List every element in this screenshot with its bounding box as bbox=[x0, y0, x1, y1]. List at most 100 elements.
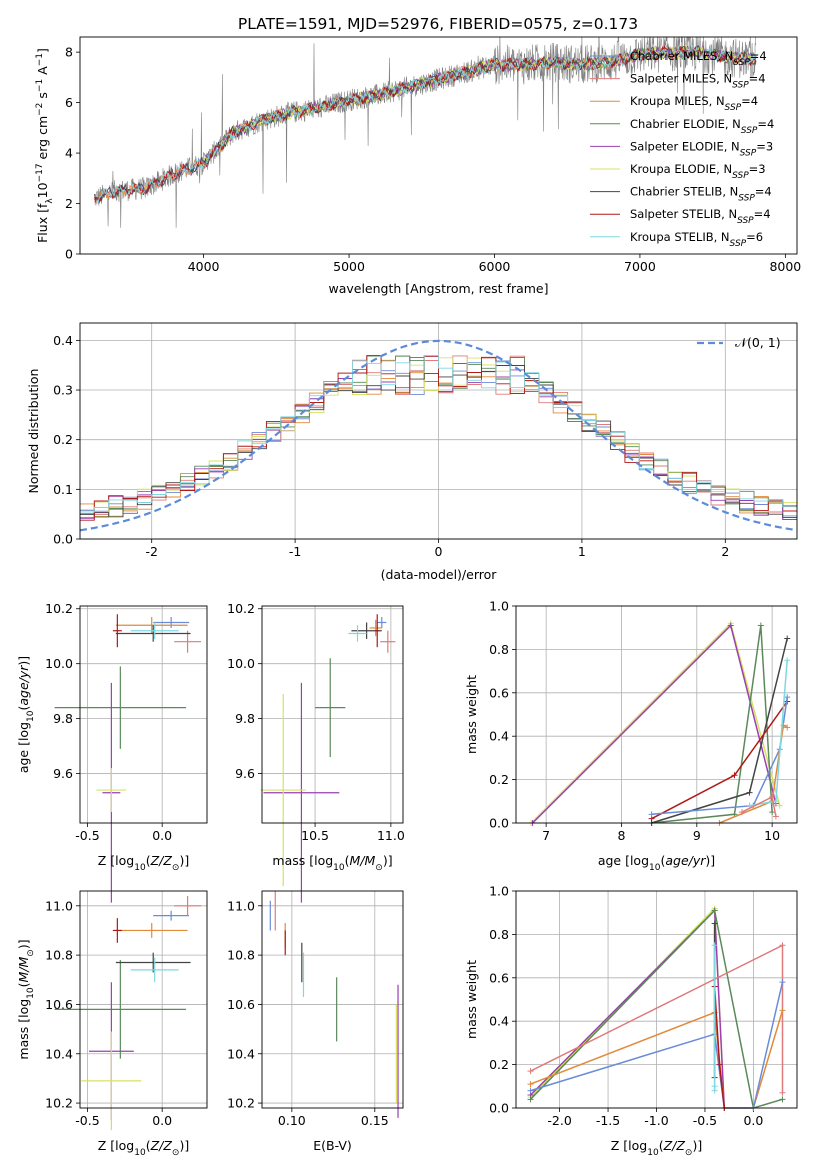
x-tick-label: -1.0 bbox=[644, 1113, 668, 1128]
mass-weight-marker bbox=[648, 811, 655, 818]
x-tick-label: 0.15 bbox=[361, 1113, 389, 1128]
y-tick-label: 10.4 bbox=[45, 1046, 73, 1061]
mass-weight-line bbox=[651, 625, 773, 824]
x-axis-label: E(B-V) bbox=[313, 1138, 352, 1153]
y-axis-label: mass weight bbox=[464, 675, 479, 754]
x-axis-label: wavelength [Angstrom, rest frame] bbox=[328, 281, 548, 296]
y-tick-label: 0 bbox=[65, 247, 73, 262]
x-tick-label: 4000 bbox=[188, 259, 220, 274]
y-tick-label: 2 bbox=[65, 196, 73, 211]
x-tick-label: 9 bbox=[693, 828, 701, 843]
x-tick-label: 8000 bbox=[769, 259, 801, 274]
x-axis-label: Z [log10(Z/Z⊙)] bbox=[98, 853, 189, 873]
y-tick-label: 11.0 bbox=[45, 898, 73, 913]
legend-entry: Salpeter MILES, NSSP=4 bbox=[630, 72, 766, 91]
y-tick-label: 4 bbox=[65, 146, 73, 161]
x-tick-label: 8 bbox=[617, 828, 625, 843]
y-tick-label: 0.8 bbox=[489, 927, 509, 942]
plot-frame bbox=[79, 36, 798, 255]
residuals-chart: -2 -1 0 1 2 0.0 0.1 0.2 0.3 0.4 (data-model)/error… bbox=[26, 322, 798, 582]
mass-weight-marker bbox=[527, 1068, 534, 1075]
mass-weight-line bbox=[529, 908, 783, 1109]
mass-weight-marker bbox=[784, 694, 791, 701]
y-tick-label: 10.2 bbox=[227, 601, 255, 616]
x-tick-label: 7000 bbox=[624, 259, 656, 274]
histogram-series bbox=[80, 355, 797, 521]
mass-weight-marker bbox=[731, 772, 738, 779]
y-tick-label: 1.0 bbox=[489, 599, 509, 614]
mass-weight-marker bbox=[784, 657, 791, 664]
y-axis-label: mass weight bbox=[464, 960, 479, 1039]
mass-vs-Z-chart: -0.5 0.0 10.2 10.4 10.6 10.8 11.0 Z [log10(Z/Z⊙… bbox=[16, 890, 208, 1158]
y-tick-label: 0.3 bbox=[53, 383, 73, 398]
plot-frame bbox=[515, 890, 798, 1109]
y-tick-label: 0.6 bbox=[489, 685, 509, 700]
x-tick-label: 11.0 bbox=[377, 828, 405, 843]
legend-entry: Salpeter STELIB, NSSP=4 bbox=[630, 207, 771, 226]
x-axis-label: age [log10(age/yr)] bbox=[598, 853, 715, 873]
y-tick-label: 0.2 bbox=[489, 772, 509, 787]
plot-frame bbox=[261, 605, 404, 824]
mass-weight-marker bbox=[739, 809, 746, 816]
mass-weight-line bbox=[530, 621, 781, 824]
mass-weight-marker bbox=[527, 1096, 534, 1103]
massweight-vs-Z-chart: -2.0 -1.5 -1.0 -0.5 0.0 0.0 0.2 0.4 0.6 0.8 1.0 Z [… bbox=[464, 884, 798, 1158]
spectrum-model-line bbox=[94, 44, 757, 205]
y-tick-label: 0.4 bbox=[489, 1014, 509, 1029]
legend-entry: 𝒩(0, 1) bbox=[735, 335, 781, 350]
mass-weight-marker bbox=[711, 907, 718, 914]
mass-weight-marker bbox=[779, 942, 786, 949]
mass-vs-ebv-chart: 0.10 0.15 10.2 10.4 10.6 10.8 11.0 E(B-V) bbox=[227, 890, 404, 1153]
age-vs-Z-chart: -0.5 0.0 9.6 9.8 10.0 10.2 Z [log10(Z/Z⊙)] age … bbox=[16, 601, 208, 903]
x-tick-label: 10 bbox=[764, 828, 780, 843]
spectrum-chart: 4000 5000 6000 7000 8000 0 2 4 6 8 wavelength [Ang… bbox=[35, 36, 801, 296]
mass-weight-marker bbox=[527, 1081, 534, 1088]
y-tick-label: 10.4 bbox=[227, 1046, 255, 1061]
mass-weight-line bbox=[719, 724, 788, 824]
age-vs-mass-chart: 10.5 11.0 9.6 9.8 10.0 10.2 mass [log10(M/M⊙)] bbox=[227, 601, 405, 903]
mass-weight-marker bbox=[779, 979, 786, 986]
mass-weight-marker bbox=[779, 1007, 786, 1014]
y-tick-label: 0.4 bbox=[53, 333, 73, 348]
y-tick-label: 0.1 bbox=[53, 482, 73, 497]
x-tick-label: -1 bbox=[289, 544, 301, 559]
x-tick-label: 0.0 bbox=[152, 828, 172, 843]
mass-weight-marker bbox=[772, 798, 779, 805]
mass-weight-line bbox=[749, 660, 788, 807]
plot-frame bbox=[79, 322, 798, 540]
mass-weight-marker bbox=[711, 942, 718, 949]
x-tick-label: -0.5 bbox=[75, 828, 99, 843]
y-tick-label: 1.0 bbox=[489, 884, 509, 899]
y-tick-label: 9.6 bbox=[235, 766, 255, 781]
legend-entry: Kroupa MILES, NSSP=4 bbox=[630, 94, 758, 113]
mass-weight-marker bbox=[727, 622, 734, 629]
y-tick-label: 10.8 bbox=[45, 948, 73, 963]
x-axis-label: (data-model)/error bbox=[381, 567, 498, 582]
x-tick-label: -0.5 bbox=[693, 1113, 717, 1128]
y-tick-label: 10.2 bbox=[227, 1096, 255, 1111]
histogram-series bbox=[80, 355, 797, 513]
y-tick-label: 9.8 bbox=[235, 711, 255, 726]
x-tick-label: -2 bbox=[145, 544, 157, 559]
y-tick-label: 0.4 bbox=[489, 729, 509, 744]
legend-entry: Salpeter ELODIE, NSSP=3 bbox=[630, 139, 773, 158]
mass-weight-marker bbox=[784, 724, 791, 731]
x-tick-label: 10.5 bbox=[301, 828, 329, 843]
x-tick-label: 0.0 bbox=[152, 1113, 172, 1128]
legend-entry: Kroupa ELODIE, NSSP=3 bbox=[630, 162, 766, 181]
x-tick-label: -2.0 bbox=[547, 1113, 571, 1128]
y-tick-label: 10.8 bbox=[227, 948, 255, 963]
mass-weight-marker bbox=[784, 635, 791, 642]
x-tick-label: 0.0 bbox=[743, 1113, 763, 1128]
y-tick-label: 10.6 bbox=[45, 997, 73, 1012]
x-tick-label: 5000 bbox=[333, 259, 365, 274]
y-tick-label: 8 bbox=[65, 45, 73, 60]
y-tick-label: 0.2 bbox=[489, 1057, 509, 1072]
mass-weight-marker bbox=[779, 1096, 786, 1103]
x-tick-label: -0.5 bbox=[75, 1113, 99, 1128]
mass-weight-marker bbox=[716, 1061, 723, 1068]
y-tick-label: 0.0 bbox=[489, 1101, 509, 1116]
plot-frame bbox=[79, 605, 208, 824]
y-tick-label: 6 bbox=[65, 95, 73, 110]
